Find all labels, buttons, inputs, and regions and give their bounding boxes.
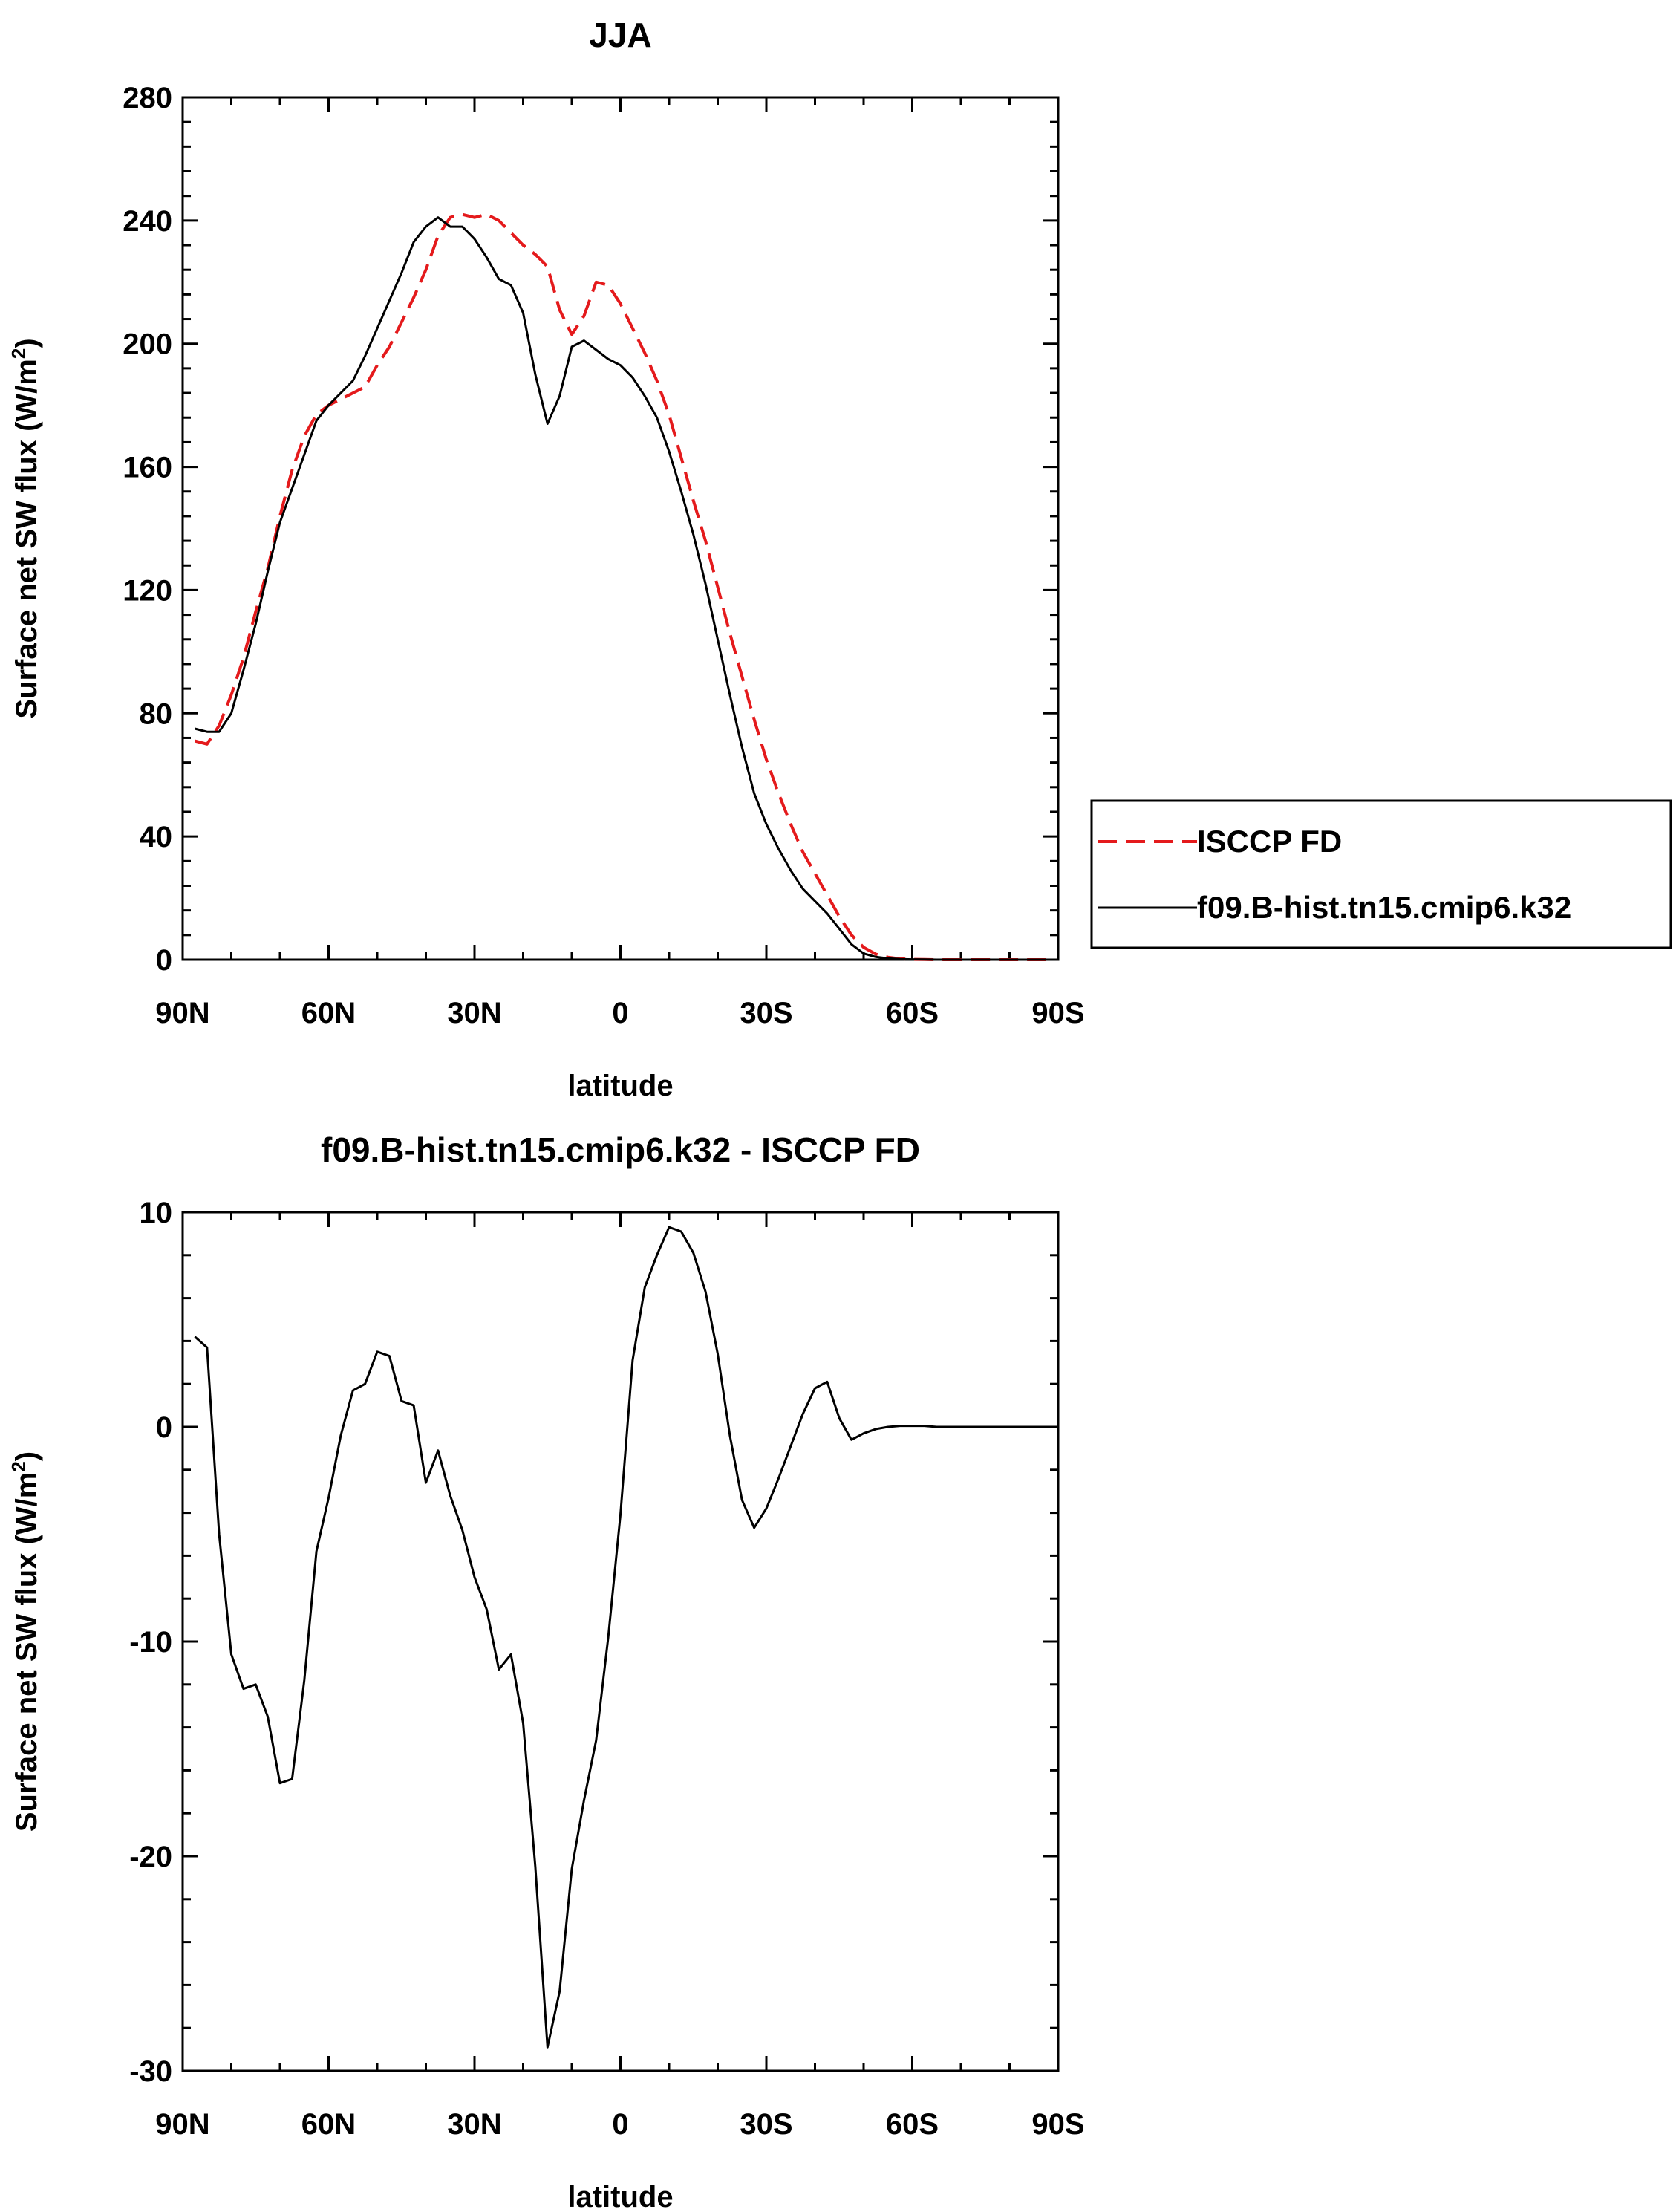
y-tick-label: 280 xyxy=(123,82,172,114)
bottom-panel: f09.B-hist.tn15.cmip6.k32 - ISCCP FD 90N… xyxy=(7,1131,1085,2212)
bottom-y-axis-label-end: ) xyxy=(10,1451,43,1461)
y-tick-label: -30 xyxy=(129,2055,172,2088)
x-tick-label: 30S xyxy=(740,997,792,1029)
legend-label-model: f09.B-hist.tn15.cmip6.k32 xyxy=(1197,890,1571,925)
bottom-chart-title: f09.B-hist.tn15.cmip6.k32 - ISCCP FD xyxy=(321,1131,920,1169)
y-tick-label: 10 xyxy=(140,1197,173,1229)
bottom-y-axis-label-sup: 2 xyxy=(7,1461,30,1471)
x-tick-label: 0 xyxy=(612,997,628,1029)
y-tick-label: 80 xyxy=(140,697,173,730)
y-tick-label: 200 xyxy=(123,328,172,361)
y-tick-label: 0 xyxy=(156,944,172,977)
y-tick-label: 120 xyxy=(123,574,172,607)
series-line-0 xyxy=(194,1226,1046,2049)
x-tick-label: 60S xyxy=(886,997,939,1029)
x-tick-label: 30S xyxy=(740,2108,792,2141)
bottom-ticks: 90N 60N 30N 0 30S 60S 90S -30 -20 -10 0 10 xyxy=(129,1197,1084,2141)
top-y-axis-label-sup: 2 xyxy=(7,348,30,359)
top-y-axis-label-main: Surface net SW flux (W/m xyxy=(10,359,43,719)
top-x-axis-label: latitude xyxy=(567,1070,673,1102)
x-tick-label: 60N xyxy=(301,2108,356,2141)
x-tick-label: 60N xyxy=(301,997,356,1029)
bottom-series-lines xyxy=(194,1226,1046,2049)
y-tick-label: 240 xyxy=(123,205,172,238)
y-tick-label: 0 xyxy=(156,1411,172,1444)
bottom-y-axis-label: Surface net SW flux (W/m2) xyxy=(7,1451,43,1832)
top-y-axis-label: Surface net SW flux (W/m2) xyxy=(7,338,43,718)
plot-border xyxy=(181,96,1060,961)
legend-label-isccp-fd: ISCCP FD xyxy=(1197,824,1342,859)
plot-border xyxy=(181,1211,1060,2072)
y-tick-label: -10 xyxy=(129,1626,172,1659)
series-line-1 xyxy=(195,216,1046,961)
x-tick-label: 60S xyxy=(886,2108,939,2141)
x-tick-label: 0 xyxy=(612,2108,628,2141)
x-tick-label: 90S xyxy=(1031,2108,1084,2141)
top-ticks: 90N 60N 30N 0 30S 60S 90S 0 40 80 120 160 200 240 280 xyxy=(123,82,1084,1029)
bottom-x-axis-label: latitude xyxy=(567,2181,673,2212)
x-tick-label: 90N xyxy=(155,2108,209,2141)
y-tick-label: 160 xyxy=(123,452,172,484)
series-line-0 xyxy=(194,212,1046,961)
top-chart-title: JJA xyxy=(589,16,651,54)
x-tick-label: 30N xyxy=(447,997,501,1029)
top-plot-frame xyxy=(181,96,1060,961)
y-tick-label: -20 xyxy=(129,1841,172,1873)
bottom-plot-frame xyxy=(181,1211,1060,2072)
x-tick-label: 90N xyxy=(155,997,209,1029)
y-tick-label: 40 xyxy=(140,821,173,853)
bottom-y-axis-label-main: Surface net SW flux (W/m xyxy=(10,1472,43,1832)
x-tick-label: 30N xyxy=(447,2108,501,2141)
top-panel: JJA 90N 60N 30N 0 30S 60S 90S 0 40 80 120 160 200 240… xyxy=(7,16,1085,1102)
legend-box xyxy=(1090,799,1672,949)
top-y-axis-label-end: ) xyxy=(10,338,43,348)
legend: ISCCP FD f09.B-hist.tn15.cmip6.k32 xyxy=(1090,799,1672,949)
top-series-lines xyxy=(194,212,1046,961)
x-tick-label: 90S xyxy=(1031,997,1084,1029)
